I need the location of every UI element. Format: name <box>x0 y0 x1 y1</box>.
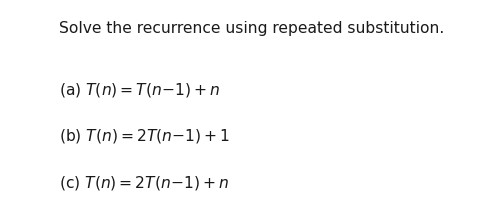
Text: (a) $T(n) = T(n\mathrm{-}1) + n$: (a) $T(n) = T(n\mathrm{-}1) + n$ <box>59 81 220 99</box>
Text: (c) $T(n) = 2T(n\mathrm{-}1) + n$: (c) $T(n) = 2T(n\mathrm{-}1) + n$ <box>59 174 229 192</box>
Text: Solve the recurrence using repeated substitution.: Solve the recurrence using repeated subs… <box>59 21 444 36</box>
Text: (b) $T(n) = 2T(n\mathrm{-}1) + 1$: (b) $T(n) = 2T(n\mathrm{-}1) + 1$ <box>59 127 230 145</box>
